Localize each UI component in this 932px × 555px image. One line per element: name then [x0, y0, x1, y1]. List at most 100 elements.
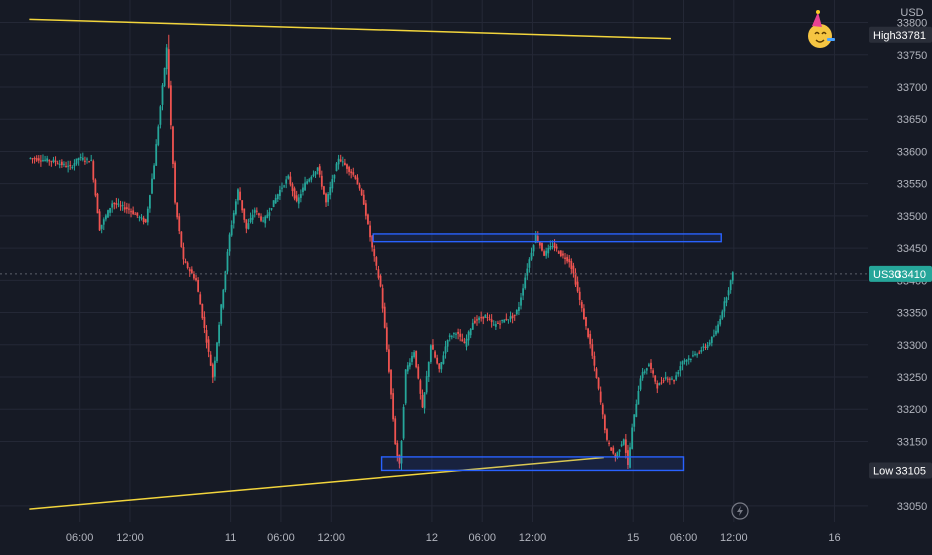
candle-body [209, 354, 212, 366]
candle-body [710, 336, 713, 343]
candle-body [712, 335, 715, 337]
candle-body [276, 194, 279, 200]
candle-body [591, 344, 594, 356]
candle-body [39, 160, 42, 162]
candle-body [656, 382, 659, 389]
candle-body [42, 159, 44, 161]
time-tick-label: 06:00 [66, 532, 94, 544]
candle-body [297, 197, 300, 204]
candle-body [253, 209, 256, 213]
candle-body [639, 378, 642, 390]
candle-body [308, 179, 311, 182]
zone-resistance [372, 233, 722, 243]
candle-body [100, 224, 103, 229]
candle-body [163, 68, 166, 86]
candle-body [341, 161, 344, 163]
candle-body [293, 188, 296, 199]
price-tick-label: 33200 [897, 404, 928, 416]
candle-body [662, 380, 665, 382]
candle-body [180, 231, 183, 247]
candle-body [214, 360, 216, 377]
party-face-icon[interactable] [808, 10, 835, 48]
candle-body [88, 161, 91, 163]
high-badge-bg [869, 26, 932, 43]
candle-body [50, 161, 53, 163]
candle-body [553, 243, 556, 248]
candle-body [606, 429, 608, 440]
candle-body [207, 339, 210, 352]
candle-body [29, 157, 32, 159]
candle-body [172, 126, 174, 165]
candle-body [425, 376, 428, 393]
candle-body [136, 212, 139, 216]
candle-body [620, 444, 623, 447]
candle-body [450, 336, 453, 338]
time-tick-label: 12:00 [116, 532, 144, 544]
price-tick-label: 33500 [897, 211, 928, 223]
time-axis[interactable]: 06:00 12:00 11 06:00 12:00 12 06:00 12:00 15 06:0… [66, 532, 841, 544]
candle-body [551, 245, 554, 247]
candle-body [266, 214, 269, 218]
candle-body [243, 208, 246, 220]
candle-body [79, 156, 82, 159]
lightning-icon[interactable] [731, 502, 749, 520]
candle-body [509, 316, 512, 320]
candle-body [501, 319, 504, 321]
candle-body [698, 352, 701, 354]
price-axis[interactable]: 33800 33750 33700 33650 33600 33550 33500 33450… [869, 18, 932, 513]
candle-body [671, 378, 673, 380]
candle-body [335, 163, 338, 172]
candle-body [681, 361, 684, 365]
price-tick-label: 33750 [897, 50, 928, 62]
candle-body [524, 277, 527, 289]
candle-body [182, 246, 185, 260]
candle-body [228, 234, 231, 252]
candle-body [264, 216, 267, 224]
candle-body [488, 318, 491, 320]
candle-body [371, 235, 374, 248]
candle-body [63, 163, 65, 165]
candle-body [291, 184, 294, 192]
candle-body [167, 49, 170, 88]
candle-body [482, 316, 485, 319]
candle-body [46, 158, 49, 162]
candle-body [314, 171, 317, 175]
candle-body [522, 288, 525, 296]
candle-body [459, 333, 462, 337]
candle-body [515, 309, 518, 315]
candle-body [251, 214, 254, 220]
candle-body [440, 362, 443, 370]
candle-body [453, 333, 455, 335]
candle-body [478, 317, 480, 320]
price-tick-label: 33150 [897, 436, 928, 448]
candle-body [536, 236, 539, 242]
candle-body [668, 378, 671, 380]
candle-body [218, 324, 220, 344]
candle-body [427, 361, 430, 377]
price-tick-label: 33800 [897, 18, 928, 30]
candle-body [700, 350, 703, 352]
candle-body [60, 161, 63, 166]
candle-body [570, 261, 573, 269]
candle-body [675, 375, 678, 380]
candle-body [81, 157, 84, 160]
candle-body [245, 219, 248, 229]
candle-body [643, 371, 646, 373]
candle-body [31, 158, 34, 160]
candle-body [211, 364, 214, 378]
candle-body [480, 317, 483, 319]
candle-body [624, 439, 627, 453]
low-badge-label: Low [873, 465, 893, 477]
candle-body [402, 406, 405, 439]
candle-body [203, 316, 206, 329]
candle-body [469, 328, 472, 336]
candle-body [719, 318, 722, 325]
candle-body [58, 163, 61, 165]
candle-body [220, 304, 223, 324]
candle-body [513, 314, 516, 316]
candle-body [706, 345, 709, 348]
candle-body [666, 378, 669, 380]
candle-body [360, 189, 363, 196]
